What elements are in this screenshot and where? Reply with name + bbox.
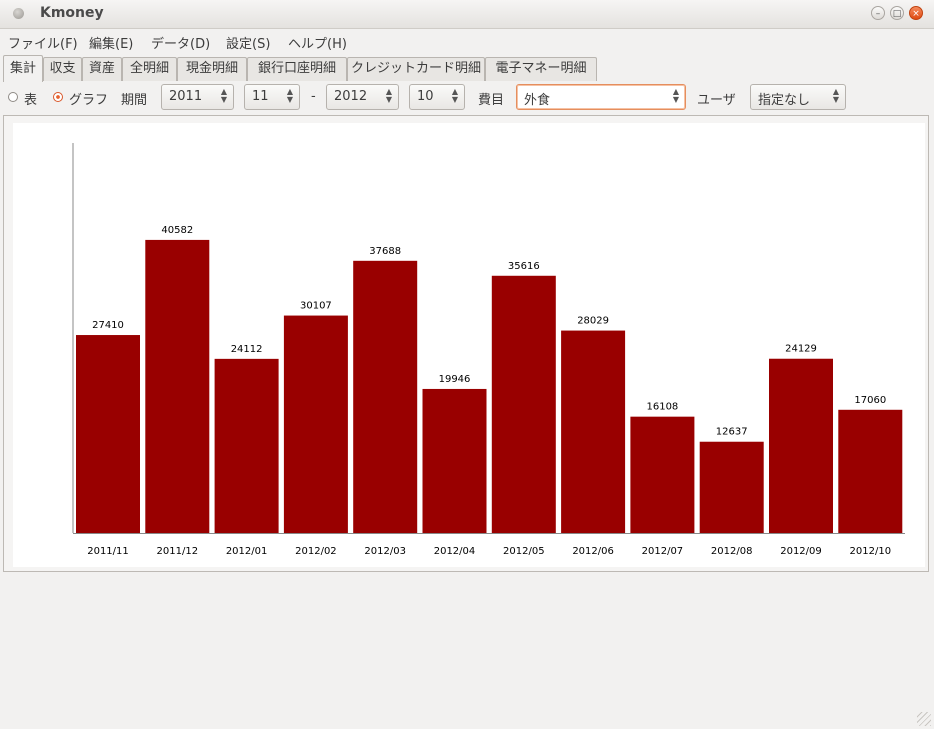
- category-label: 費目: [478, 93, 505, 108]
- to-month-spinner[interactable]: 10 ▲ ▼: [409, 84, 465, 110]
- chart-bar: [76, 335, 140, 533]
- radio-graph-label: グラフ: [69, 93, 109, 108]
- x-tick-label: 2012/06: [572, 546, 614, 557]
- from-year-value: 2011: [169, 89, 203, 104]
- close-icon[interactable]: ×: [909, 6, 923, 20]
- menu-data[interactable]: データ(D): [151, 37, 211, 52]
- data-label: 30107: [300, 301, 332, 312]
- from-year-spinner[interactable]: 2011 ▲ ▼: [161, 84, 234, 110]
- chart-bar: [838, 409, 903, 533]
- category-select[interactable]: 外食 ▲ ▼: [516, 84, 686, 110]
- to-year-value: 2012: [334, 89, 368, 104]
- spinner-arrows-icon[interactable]: ▲ ▼: [220, 87, 227, 104]
- chart-bar: [283, 315, 348, 533]
- chart-area: 27410 2011/11 40582 2011/12 24112 2012/01 3010…: [13, 123, 925, 567]
- to-year-spinner[interactable]: 2012 ▲ ▼: [326, 84, 399, 110]
- tab-credit-card-details[interactable]: クレジットカード明細: [347, 57, 485, 81]
- to-month-value: 10: [417, 89, 434, 104]
- chart-bar: [561, 330, 626, 533]
- radio-table-label: 表: [24, 93, 38, 108]
- tab-cash-details[interactable]: 現金明細: [177, 57, 247, 81]
- chart-bar: [769, 358, 833, 533]
- user-select[interactable]: 指定なし ▲ ▼: [750, 84, 846, 110]
- window-menu-icon[interactable]: [13, 8, 24, 19]
- x-tick-label: 2012/09: [780, 546, 822, 557]
- resize-grip[interactable]: [917, 712, 931, 726]
- radio-table[interactable]: [8, 92, 18, 102]
- filter-bar: 表 グラフ 期間 2011 ▲ ▼ 11 ▲ ▼ - 2012 ▲ ▼ 10 ▲ ▼ 費…: [0, 82, 934, 112]
- tab-income-expense[interactable]: 収支: [43, 57, 82, 81]
- data-label: 17060: [854, 395, 886, 406]
- period-label: 期間: [121, 93, 148, 108]
- x-tick-label: 2012/10: [850, 546, 892, 557]
- tab-emoney-details[interactable]: 電子マネー明細: [485, 57, 597, 81]
- chart-bar: [699, 441, 764, 533]
- minimize-icon[interactable]: –: [871, 6, 885, 20]
- x-tick-label: 2011/12: [157, 546, 199, 557]
- chart-panel: 27410 2011/11 40582 2011/12 24112 2012/01 3010…: [3, 115, 929, 572]
- menu-bar: ファイル(F) 編集(E) データ(D) 設定(S) ヘルプ(H): [0, 29, 934, 53]
- x-tick-label: 2012/08: [711, 546, 753, 557]
- chart-bar: [145, 239, 210, 533]
- chart-bar: [422, 388, 487, 533]
- tab-summary[interactable]: 集計: [3, 55, 43, 82]
- category-value: 外食: [524, 93, 551, 108]
- tab-bar: 集計 収支 資産 全明細 現金明細 銀行口座明細 クレジットカード明細 電子マネ…: [0, 55, 934, 82]
- menu-edit[interactable]: 編集(E): [89, 37, 134, 52]
- data-label: 37688: [369, 246, 401, 257]
- data-label: 27410: [92, 320, 124, 331]
- spinner-arrows-icon[interactable]: ▲ ▼: [385, 87, 392, 104]
- chart-bar: [630, 416, 695, 533]
- chart-bar: [214, 358, 279, 533]
- spinner-arrows-icon[interactable]: ▲ ▼: [451, 87, 458, 104]
- from-month-spinner[interactable]: 11 ▲ ▼: [244, 84, 300, 110]
- x-tick-label: 2011/11: [87, 546, 129, 557]
- tab-bank-details[interactable]: 銀行口座明細: [247, 57, 347, 81]
- data-label: 16108: [646, 402, 678, 413]
- from-month-value: 11: [252, 89, 269, 104]
- window-title: Kmoney: [40, 5, 104, 21]
- x-tick-label: 2012/04: [434, 546, 476, 557]
- data-label: 28029: [577, 316, 609, 327]
- dropdown-arrows-icon[interactable]: ▲ ▼: [832, 87, 839, 104]
- x-tick-label: 2012/07: [642, 546, 684, 557]
- x-tick-label: 2012/01: [226, 546, 268, 557]
- menu-file[interactable]: ファイル(F): [8, 37, 78, 52]
- chart-bar: [491, 275, 556, 533]
- tab-assets[interactable]: 資産: [82, 57, 122, 81]
- title-bar: Kmoney – □ ×: [0, 0, 934, 29]
- data-label: 24129: [785, 344, 817, 355]
- data-label: 12637: [716, 427, 748, 438]
- dropdown-arrows-icon[interactable]: ▲ ▼: [672, 87, 679, 104]
- period-separator: -: [311, 89, 316, 104]
- x-tick-label: 2012/02: [295, 546, 337, 557]
- radio-graph[interactable]: [53, 92, 63, 102]
- x-tick-label: 2012/05: [503, 546, 545, 557]
- user-label: ユーザ: [697, 93, 736, 108]
- x-tick-label: 2012/03: [364, 546, 406, 557]
- data-label: 40582: [161, 225, 193, 236]
- tab-all-details[interactable]: 全明細: [122, 57, 177, 81]
- maximize-icon[interactable]: □: [890, 6, 904, 20]
- user-value: 指定なし: [758, 93, 811, 108]
- spinner-arrows-icon[interactable]: ▲ ▼: [286, 87, 293, 104]
- menu-settings[interactable]: 設定(S): [226, 37, 271, 52]
- chart-bar: [353, 260, 418, 533]
- data-label: 35616: [508, 261, 540, 272]
- menu-help[interactable]: ヘルプ(H): [288, 37, 347, 52]
- data-label: 19946: [439, 374, 471, 385]
- data-label: 24112: [231, 344, 263, 355]
- bar-chart: 27410 2011/11 40582 2011/12 24112 2012/01 3010…: [72, 143, 905, 557]
